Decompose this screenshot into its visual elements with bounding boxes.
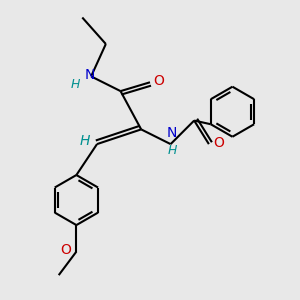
Text: H: H (71, 78, 80, 91)
Text: O: O (213, 136, 224, 150)
Text: O: O (60, 243, 70, 257)
Text: N: N (85, 68, 95, 82)
Text: N: N (167, 126, 177, 140)
Text: H: H (80, 134, 90, 148)
Text: O: O (153, 74, 164, 88)
Text: H: H (167, 144, 177, 157)
